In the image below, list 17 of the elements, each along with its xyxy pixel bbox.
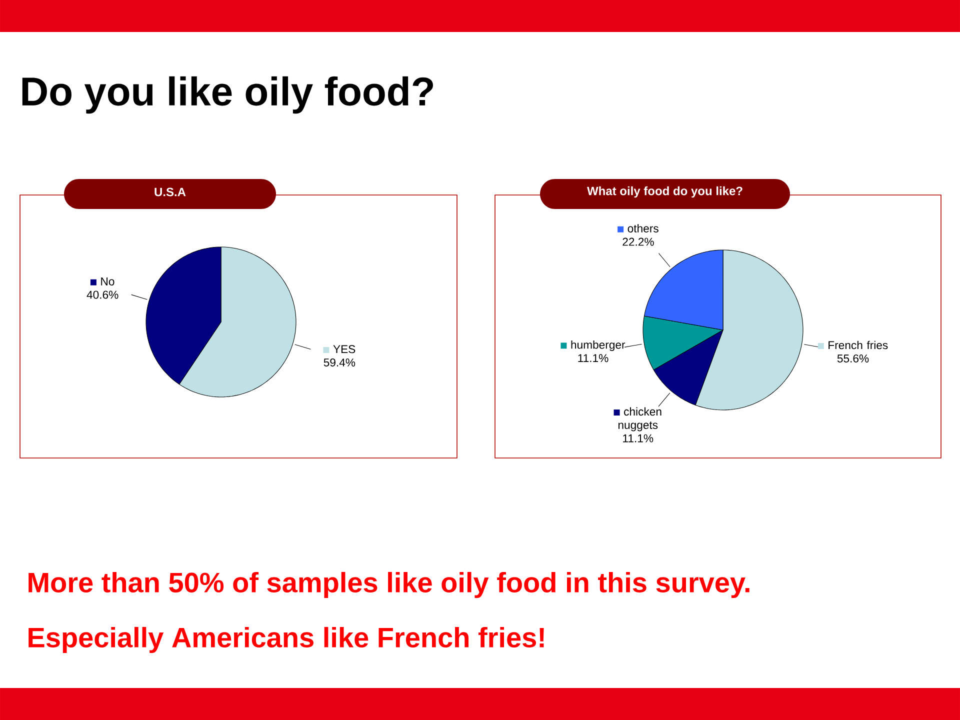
chart-title: What oily food do you like? [587,186,742,198]
legend-label: others [628,224,658,232]
data-label: 59.4% [324,358,356,366]
legend-label: chicken nuggets [618,407,662,432]
data-label: 55.6% [837,354,869,362]
data-label: 40.6% [86,290,118,299]
legend-label: humberger [571,340,626,352]
chart-title: U.S.A [154,188,186,196]
data-label: 11.1% [623,434,654,442]
text: More than 50% of samples like oily food in this survey. [28,572,750,598]
text: Especially Americans like French fries! [28,626,544,654]
data-label: 22.2% [622,238,654,246]
legend-label: French fries [828,340,888,350]
text: Do you like oily food? [22,76,433,114]
data-label: 11.1% [578,354,608,362]
legend-label: No [101,278,114,286]
legend-label: YES [333,345,356,354]
